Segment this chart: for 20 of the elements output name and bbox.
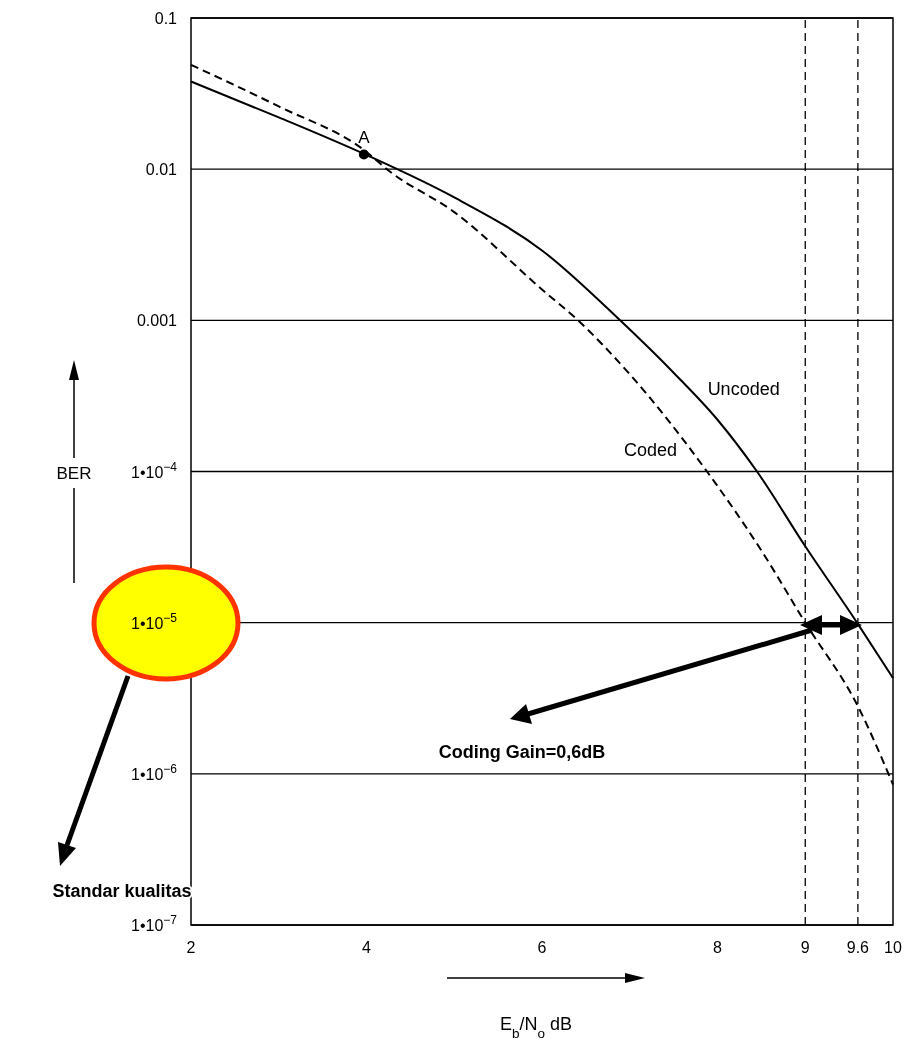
x-tick-label: 10 bbox=[884, 939, 902, 956]
annotation: A bbox=[358, 127, 371, 147]
y-tick-label: 1•10$^{−5}$ bbox=[131, 610, 178, 632]
series-label: Uncoded bbox=[707, 378, 780, 399]
x-tick-label: 9 bbox=[800, 939, 810, 956]
series-label: Coded bbox=[623, 439, 677, 460]
x-tick-label: 8 bbox=[713, 939, 723, 956]
y-tick-label: 1•10$^{−6}$ bbox=[131, 761, 178, 783]
x-tick-label: 9.6 bbox=[846, 939, 870, 956]
y-tick-label: 0.1 bbox=[154, 10, 178, 27]
annotation: Coding Gain=0,6dB bbox=[438, 742, 606, 762]
y-tick-label: 0.001 bbox=[136, 312, 178, 330]
x-tick-label: 6 bbox=[537, 939, 547, 956]
y-tick-label: 0.01 bbox=[145, 161, 178, 179]
y-axis-title: BER bbox=[56, 464, 92, 483]
x-tick-label: 2 bbox=[186, 939, 196, 956]
x-axis-title: E$_{b}$/N$_{o}$ dB bbox=[500, 1014, 573, 1041]
y-tick-label: 1•10$^{−7}$ bbox=[131, 913, 178, 934]
x-tick-label: 4 bbox=[362, 939, 372, 956]
y-tick-label: 1•10$^{−4}$ bbox=[131, 459, 178, 481]
